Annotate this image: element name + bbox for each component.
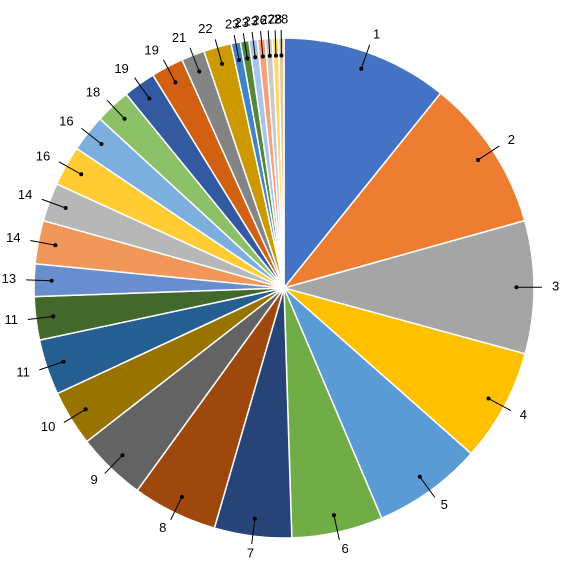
- data-label: 28: [268, 12, 282, 27]
- leader-line: [26, 279, 52, 282]
- data-label: 11: [5, 312, 19, 327]
- leader-line: [267, 30, 271, 56]
- data-label: 27: [260, 12, 274, 27]
- leader-line: [163, 59, 176, 83]
- leader-line: [242, 33, 248, 59]
- data-label: 18: [86, 84, 100, 99]
- leader-line: [274, 30, 277, 56]
- leader-line: [251, 31, 256, 58]
- data-label: 5: [441, 497, 448, 512]
- leader-line: [333, 514, 340, 541]
- leader-line: [477, 145, 500, 161]
- data-label: 2: [508, 132, 515, 147]
- leader-line: [30, 240, 56, 246]
- data-label: 10: [41, 419, 55, 434]
- leader-line: [134, 77, 150, 99]
- data-label: 8: [159, 520, 166, 535]
- leader-line: [189, 47, 200, 72]
- data-label: 6: [342, 541, 349, 556]
- leader-line: [81, 127, 102, 145]
- data-label: 23: [235, 15, 249, 30]
- leader-line: [58, 161, 82, 175]
- leader-line: [233, 34, 240, 60]
- data-label: 21: [172, 30, 186, 45]
- leader-line: [27, 315, 54, 320]
- data-label: 19: [114, 61, 128, 76]
- leader-line: [63, 408, 86, 423]
- data-label: 1: [373, 27, 380, 42]
- leader-line: [106, 99, 125, 120]
- leader-line: [419, 476, 436, 498]
- data-label: 19: [144, 42, 158, 57]
- data-label: 11: [16, 364, 30, 379]
- leader-line: [488, 398, 512, 412]
- data-label: 16: [36, 148, 50, 163]
- leader-line: [360, 44, 371, 69]
- data-label: 13: [2, 271, 16, 286]
- data-label: 7: [247, 545, 254, 560]
- data-label: 3: [552, 279, 559, 294]
- data-label: 9: [91, 472, 98, 487]
- leader-line: [104, 454, 123, 474]
- data-label: 22: [198, 21, 212, 36]
- leader-line: [251, 518, 256, 545]
- data-label: 16: [59, 113, 73, 128]
- data-label: 23: [225, 16, 239, 31]
- data-label: 28: [274, 11, 288, 26]
- leader-line: [214, 39, 223, 65]
- data-label: 23: [244, 13, 258, 28]
- data-label: 14: [18, 187, 32, 202]
- leader-dot: [220, 61, 225, 66]
- leader-line: [260, 31, 264, 57]
- data-label: 26: [252, 13, 266, 28]
- data-label: 14: [6, 230, 20, 245]
- leader-line: [170, 496, 183, 521]
- leader-line: [39, 361, 64, 371]
- data-label: 4: [520, 407, 527, 422]
- leader-line: [41, 198, 66, 209]
